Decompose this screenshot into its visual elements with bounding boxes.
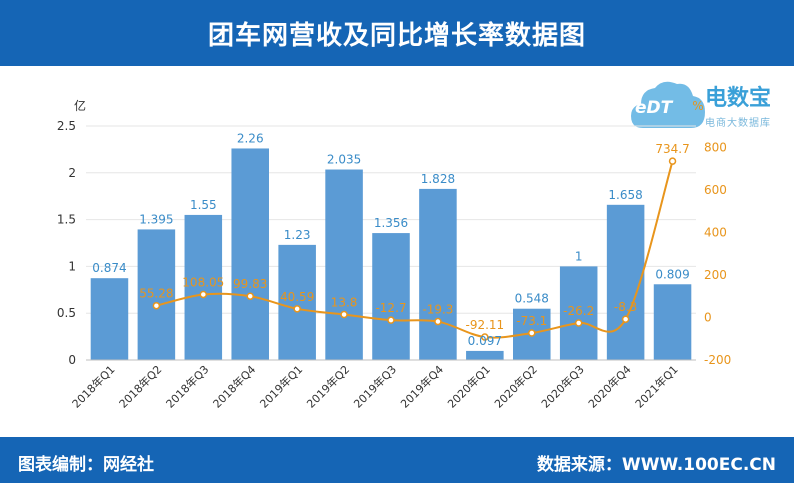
bar-value-label: 0.874 — [92, 261, 126, 275]
y-axis-unit: 亿 — [74, 98, 86, 113]
growth-value-label: -92.11 — [466, 318, 505, 332]
y-tick-label: 2.5 — [57, 119, 76, 133]
y2-tick-label: 600 — [704, 183, 727, 197]
bar-value-label: 0.548 — [515, 292, 549, 306]
growth-value-label: 734.7 — [655, 142, 689, 156]
growth-value-label: -12.7 — [375, 301, 406, 315]
bar — [184, 214, 223, 360]
footer-source: 数据来源：WWW.100EC.CN — [536, 455, 776, 475]
growth-point — [293, 305, 301, 313]
y2-tick-label: -200 — [704, 353, 731, 367]
y2-tick-label: 200 — [704, 268, 727, 282]
y2-tick-label: 800 — [704, 140, 727, 154]
bar-value-label: 0.809 — [655, 267, 689, 281]
bar-value-label: 2.035 — [327, 153, 361, 167]
cloud-logo-icon — [631, 81, 705, 128]
bar — [325, 169, 363, 360]
bar — [90, 278, 129, 360]
growth-point — [434, 317, 442, 326]
bar — [372, 233, 410, 360]
bar-value-label: 1.356 — [374, 216, 408, 230]
growth-line-series — [152, 157, 677, 341]
bar-value-label: 1.55 — [190, 198, 217, 212]
x-tick-label: 2018年Q4 — [210, 362, 259, 411]
chart-header: 团车网营收及同比增长率数据图 — [0, 0, 794, 66]
growth-point — [528, 329, 536, 337]
y-tick-label: 0 — [68, 353, 76, 367]
y2-tick-label: 400 — [704, 225, 727, 239]
y-tick-label: 2 — [68, 166, 76, 180]
growth-value-label: -8.3 — [614, 300, 637, 314]
bar-value-label: 1.658 — [608, 188, 642, 202]
bar-series — [90, 148, 692, 360]
growth-point — [668, 157, 677, 165]
x-tick-label: 2018年Q1 — [69, 362, 118, 411]
y-tick-label: 1.5 — [57, 213, 76, 227]
growth-value-label: 55.28 — [139, 287, 173, 301]
bar — [606, 204, 645, 360]
growth-value-label: 108.05 — [182, 275, 224, 289]
x-tick-label: 2019年Q3 — [351, 362, 400, 411]
logo-subtitle: 电商大数据库 — [705, 118, 771, 129]
x-tick-label: 2019年Q2 — [304, 362, 353, 411]
growth-point — [481, 333, 489, 341]
bar-value-label: 1.828 — [421, 172, 455, 186]
logo-name: 电数宝 — [705, 86, 772, 111]
growth-point — [621, 315, 630, 323]
growth-value-label: 99.83 — [233, 277, 267, 291]
y-tick-label: 0.5 — [57, 306, 76, 320]
growth-point — [199, 290, 208, 299]
growth-value-label: 40.59 — [280, 290, 314, 304]
growth-value-label: -26.2 — [563, 304, 594, 318]
logo: eDT 电数宝 电商大数据库 — [625, 76, 790, 136]
x-tick-label: 2019年Q1 — [257, 362, 306, 411]
bar — [231, 148, 269, 360]
growth-value-label: -73.1 — [516, 314, 547, 328]
x-tick-label: 2021年Q1 — [632, 362, 681, 411]
bar-value-label: 2.26 — [237, 131, 264, 145]
x-tick-label: 2020年Q3 — [538, 362, 587, 411]
chart-footer: 图表编制：网经社 数据来源：WWW.100EC.CN — [0, 437, 794, 483]
bar — [419, 188, 457, 360]
y2-axis-unit: % — [692, 99, 703, 113]
x-tick-label: 2020年Q1 — [444, 362, 493, 411]
chart-title: 团车网营收及同比增长率数据图 — [207, 20, 586, 51]
growth-point — [246, 292, 254, 300]
data-labels: 0.874 1.395 1.55 2.26 1.23 2.035 1.356 1.828 0.0… — [92, 131, 689, 347]
bar — [559, 266, 598, 360]
growth-value-label: 13.8 — [331, 296, 358, 310]
bar — [653, 284, 692, 360]
footer-credit: 图表编制：网经社 — [18, 455, 154, 475]
x-tick-label: 2018年Q3 — [163, 362, 212, 411]
bar — [278, 244, 316, 360]
growth-point — [387, 316, 395, 324]
revenue-chart: 0.874 1.395 1.55 2.26 1.23 2.035 1.356 1.828 0.0… — [57, 98, 731, 411]
x-tick-label: 2019年Q4 — [397, 362, 446, 411]
x-tick-label: 2020年Q4 — [585, 362, 634, 411]
bar-value-label: 1.395 — [139, 212, 173, 226]
bar-value-label: 1 — [575, 249, 583, 263]
bar-value-label: 1.23 — [284, 228, 311, 242]
growth-value-label: -19.3 — [422, 303, 453, 317]
growth-point — [340, 310, 348, 319]
bar — [137, 229, 176, 360]
bar-value-label: 0.097 — [468, 334, 502, 348]
growth-point — [152, 301, 161, 310]
bar — [466, 350, 504, 360]
growth-point — [574, 319, 583, 327]
y-tick-label: 1 — [68, 259, 76, 273]
x-tick-label: 2020年Q2 — [491, 362, 540, 411]
logo-cloud-text: eDT — [635, 98, 673, 118]
y2-tick-label: 0 — [704, 310, 712, 324]
x-tick-label: 2018年Q2 — [116, 362, 165, 411]
